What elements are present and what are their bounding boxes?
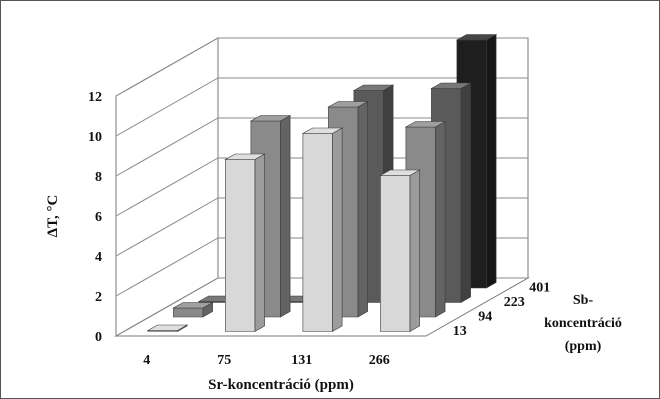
depth-tick-label: 94 — [478, 309, 492, 324]
depth-tick-label: 401 — [529, 280, 550, 295]
depth-tick-label: 13 — [453, 324, 467, 339]
x-tick-label: 266 — [369, 353, 390, 368]
bar — [301, 127, 344, 333]
gridline — [115, 37, 528, 97]
y-tick-label: 2 — [95, 290, 102, 305]
y-tick-label: 4 — [95, 250, 102, 265]
x-tick-label: 4 — [143, 353, 150, 368]
y-axis-label: ΔT, °C — [45, 195, 61, 238]
y-tick-label: 8 — [95, 170, 102, 185]
bar — [172, 301, 214, 318]
bar — [224, 153, 266, 333]
gridline — [115, 77, 528, 137]
depth-tick-label: 223 — [504, 295, 525, 310]
x-tick-label: 131 — [291, 353, 312, 368]
x-tick-label: 75 — [217, 353, 231, 368]
bar — [379, 169, 421, 333]
y-tick-label: 0 — [95, 330, 102, 345]
y-tick-label: 12 — [88, 90, 102, 105]
x-tick-labels: 4 75 131 266 — [143, 353, 390, 368]
y-tick-label: 10 — [88, 130, 102, 145]
gridline — [115, 117, 528, 177]
depth-axis-label-line-3: (ppm) — [565, 339, 602, 354]
depth-axis-label: Sb- koncentráció (ppm) — [544, 293, 622, 354]
y-tick-labels: 0 2 4 6 8 10 12 — [88, 90, 102, 345]
y-tick-label: 6 — [95, 210, 102, 225]
bar — [146, 324, 189, 333]
depth-axis-label-line-1: Sb- — [573, 293, 594, 308]
depth-axis-label-line-2: koncentráció — [544, 316, 622, 331]
x-axis-label: Sr-koncentráció (ppm) — [208, 377, 354, 393]
bars — [146, 33, 498, 333]
depth-tick-labels: 13 94 223 401 — [453, 280, 551, 339]
